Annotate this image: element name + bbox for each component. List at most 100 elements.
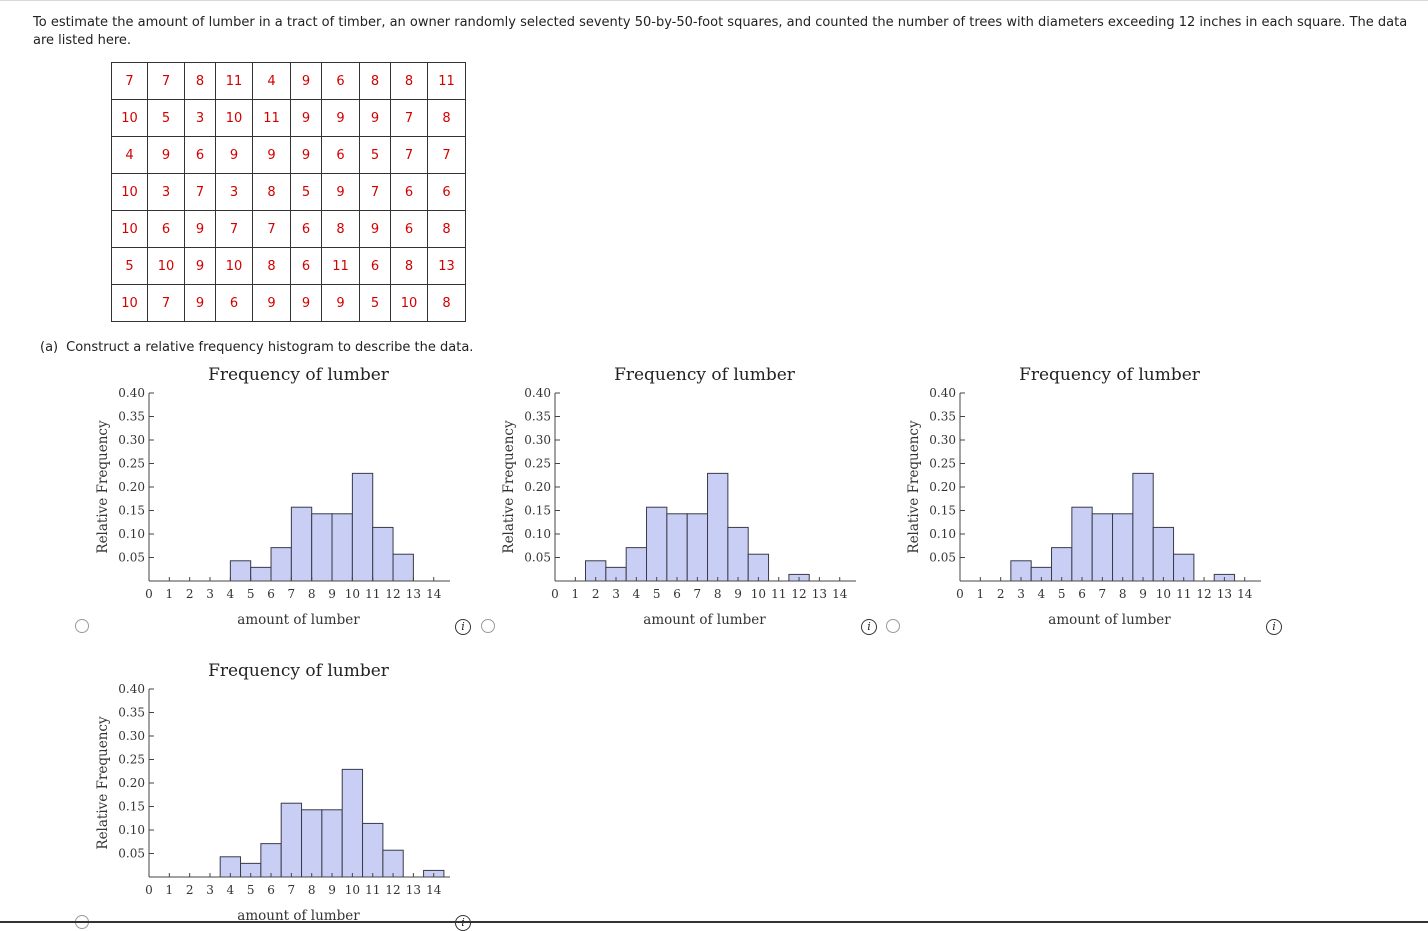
table-cell: 9 [321,173,360,211]
y-tick-label: 0.15 [929,504,956,518]
x-tick-label: 6 [267,883,275,897]
bottom-border [0,921,1428,923]
table-cell: 9 [359,210,391,248]
x-tick-label: 2 [997,587,1005,601]
x-axis-label: amount of lumber [237,612,360,628]
x-tick-label: 2 [186,883,194,897]
y-tick-label: 0.25 [524,457,551,471]
table-row: 7 7 8 11 4 9 6 8 8 11 [111,62,466,100]
table-cell: 11 [252,99,291,137]
y-tick-label: 0.40 [118,386,145,400]
table-cell: 6 [390,210,428,248]
histogram-bar [301,809,323,878]
histogram-bar [392,553,414,582]
x-tick-label: 6 [1078,587,1086,601]
histogram-bar [1091,513,1114,582]
histogram-bar [1173,553,1195,582]
histogram-bar [727,526,749,582]
table-cell: 6 [215,284,253,322]
x-tick-label: 5 [653,587,661,601]
option-2-info-icon[interactable]: i [861,619,877,635]
table-cell: 5 [359,136,391,174]
y-axis-label: Relative Frequency [906,420,922,554]
x-tick-label: 1 [572,587,580,601]
y-tick-label: 0.35 [929,410,956,424]
x-tick-label: 12 [385,883,400,897]
table-row: 10 7 9 6 9 9 9 5 10 8 [111,284,466,322]
table-cell: 6 [184,136,216,174]
histogram-bar [1051,547,1073,582]
x-axis-label: amount of lumber [1048,612,1171,628]
histogram-bar [1071,506,1093,582]
x-tick-label: 12 [1196,587,1211,601]
x-tick-label: 1 [166,587,174,601]
table-cell: 8 [359,62,391,100]
table-cell: 7 [184,173,216,211]
chart-title: Frequency of lumber [614,365,796,385]
x-tick-label: 0 [956,587,964,601]
option-3-info-icon[interactable]: i [1266,619,1282,635]
x-tick-label: 11 [365,587,380,601]
table-cell: 9 [215,136,253,174]
histogram-bar [250,566,272,582]
y-tick-label: 0.25 [929,457,956,471]
x-tick-label: 14 [426,587,442,601]
x-tick-label: 4 [1038,587,1046,601]
table-cell: 10 [215,247,253,285]
table-cell: 8 [390,247,428,285]
histogram-bar [646,506,668,582]
histogram-bar [331,513,353,582]
table-cell: 10 [147,247,185,285]
y-tick-label: 0.05 [118,847,145,861]
table-cell: 3 [184,99,216,137]
x-tick-label: 14 [832,587,848,601]
histogram-bar [280,802,303,878]
table-cell: 9 [184,210,216,248]
x-tick-label: 3 [206,587,214,601]
table-cell: 3 [147,173,185,211]
y-tick-label: 0.25 [118,457,145,471]
x-tick-label: 11 [365,883,380,897]
x-tick-label: 12 [791,587,806,601]
histogram-bar [351,472,374,582]
y-tick-label: 0.20 [118,480,145,494]
table-cell: 10 [111,99,148,137]
y-tick-label: 0.40 [524,386,551,400]
histogram-bar [1132,472,1154,582]
histogram-option-2: Frequency of lumber Relative Frequency amo… [501,365,856,628]
option-2-radio[interactable] [481,619,495,633]
table-cell: 9 [147,136,185,174]
chart-title: Frequency of lumber [208,661,390,681]
table-cell: 5 [147,99,185,137]
y-tick-label: 0.30 [929,433,956,447]
option-3-radio[interactable] [886,619,900,633]
table-row: 10 5 3 10 11 9 9 9 7 8 [111,99,466,137]
table-cell: 5 [290,173,322,211]
x-tick-label: 3 [1017,587,1025,601]
x-tick-label: 13 [406,587,421,601]
histogram-bar [382,849,404,878]
y-tick-label: 0.10 [118,823,145,837]
option-4-info-icon[interactable]: i [455,915,471,931]
x-tick-label: 3 [206,883,214,897]
chart-title: Frequency of lumber [208,365,390,385]
x-tick-label: 13 [1217,587,1232,601]
table-cell: 9 [321,284,360,322]
x-tick-label: 5 [1058,587,1066,601]
x-tick-label: 2 [186,587,194,601]
table-cell: 9 [359,99,391,137]
histogram-bar [686,513,709,582]
y-tick-label: 0.05 [929,551,956,565]
x-tick-label: 8 [308,883,316,897]
option-1-info-icon[interactable]: i [455,619,471,635]
table-cell: 9 [252,136,291,174]
histogram-bar [1152,526,1175,582]
table-cell: 3 [215,173,253,211]
y-tick-label: 0.05 [524,551,551,565]
table-cell: 6 [390,173,428,211]
table-cell: 6 [290,210,322,248]
x-tick-label: 10 [1156,587,1171,601]
option-1-radio[interactable] [75,619,89,633]
y-axis-label: Relative Frequency [95,716,111,850]
